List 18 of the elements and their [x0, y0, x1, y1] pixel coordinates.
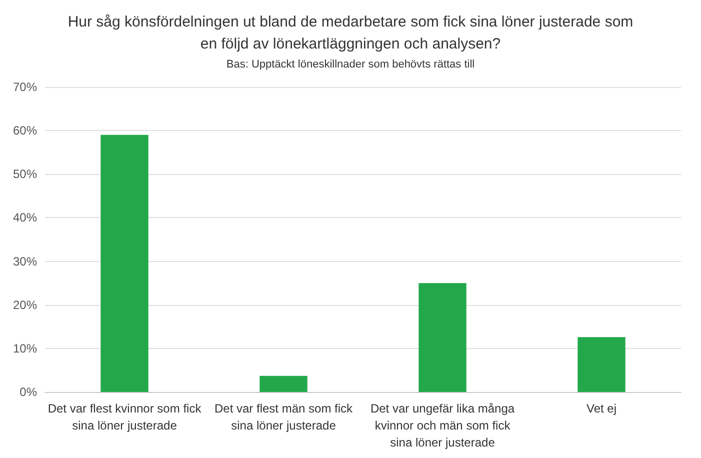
x-tick-label: Det var flest män som fick sina löner justerade: [214, 402, 354, 432]
x-tick-label: Det var flest kvinnor som fick sina löner justerade: [48, 402, 202, 432]
bar: [260, 376, 308, 392]
bar: [578, 337, 626, 392]
y-tick-label: 30%: [12, 254, 38, 268]
x-tick-label: Vet ej: [586, 402, 617, 416]
chart-subtitle: Bas: Upptäckt löneskillnader som behövts rättas till: [226, 58, 475, 70]
bar: [418, 283, 466, 392]
y-tick-label: 50%: [12, 167, 38, 182]
y-tick-label: 60%: [12, 124, 38, 138]
chart-title: Hur såg könsfördelningen ut bland de medarbetare som fick sina löner justerade som en följd av lönekartläggningen och analysen?: [68, 14, 634, 52]
x-tick-label: Det var ungefär lika många kvinnor och män som fick sina löner justerade: [370, 402, 515, 450]
y-tick-label: 40%: [12, 210, 38, 225]
y-tick-label: 70%: [12, 80, 38, 94]
y-tick-label: 20%: [12, 298, 38, 312]
bar: [100, 134, 148, 392]
y-tick-label: 10%: [12, 341, 38, 356]
y-tick-label: 0%: [20, 385, 38, 399]
